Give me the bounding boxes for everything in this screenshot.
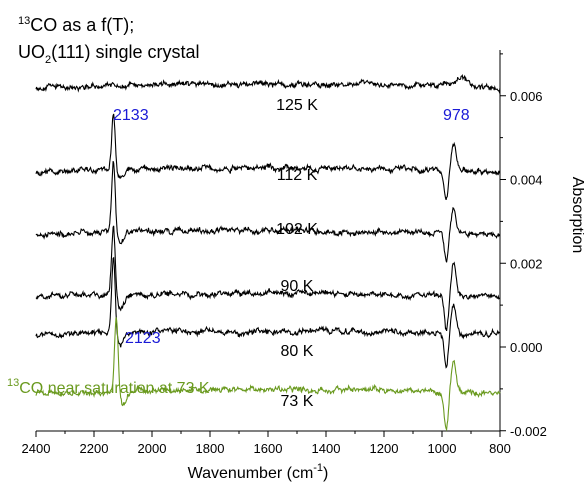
series-label: 73 K [281,393,314,410]
x-tick-label: 1600 [254,441,283,456]
series-line [35,256,501,369]
series-label: 102 K [276,221,318,238]
x-axis-title-text: Wavenumber (cm [188,465,314,482]
title2-sub: 2 [45,54,51,66]
y-tick-label: 0.006 [510,89,543,104]
y-tick-label: -0.002 [510,424,547,439]
x-tick-label: 2000 [138,441,167,456]
y-tick-label: 0.004 [510,173,543,188]
saturation-annotation: 13CO near saturation at 73 K [7,377,210,397]
series-label: 125 K [276,97,318,114]
title2-rest: (111) single crystal [51,42,199,62]
title-sup: 13 [18,15,30,27]
x-tick-label: 1000 [428,441,457,456]
x-axis-title-close: ) [323,465,328,482]
series-label: 112 K [277,167,318,184]
x-tick-label: 2400 [22,441,51,456]
peak-label-2133: 2133 [113,107,149,124]
series-line [35,113,501,201]
chart-title-line-2: UO2(111) single crystal [18,42,200,66]
series-line [35,74,501,95]
series-label: 80 K [281,343,314,360]
peak-label-2123: 2123 [125,330,161,347]
saturation-sup: 13 [7,377,19,389]
x-tick-label: 1400 [312,441,341,456]
x-axis-title: Wavenumber (cm-1) [188,462,329,482]
axes: 2400 2200 2000 1800 1600 1400 1200 1000 800 0.006… [22,50,547,456]
series-label: 90 K [281,278,314,295]
traces [35,74,501,432]
title2-main: UO [18,42,45,62]
peak-label-978: 978 [443,107,470,124]
x-tick-label: 1200 [370,441,399,456]
y-tick-label: 0.002 [510,256,543,271]
series-line [35,225,501,332]
trace-labels: 125 K 112 K 102 K 90 K 80 K 73 K [276,97,318,410]
y-axis-title: Absorption [569,177,584,254]
saturation-text: CO near saturation at 73 K [19,380,210,397]
y-tick-label: 0.000 [510,340,543,355]
x-tick-label: 1800 [196,441,225,456]
chart-title-line-1: 13CO as a f(T); [18,15,134,35]
x-tick-label: 800 [489,441,511,456]
x-tick-label: 2200 [80,441,109,456]
series-line [35,160,501,263]
x-axis-title-sup: -1 [313,462,323,474]
title-text: CO as a f(T); [30,15,134,35]
series-line [35,317,501,432]
